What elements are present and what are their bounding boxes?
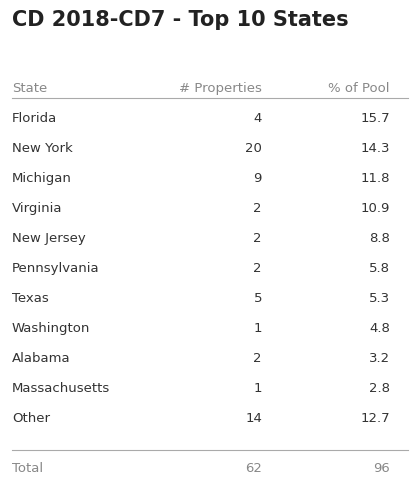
- Text: 20: 20: [245, 142, 262, 155]
- Text: 4: 4: [254, 112, 262, 125]
- Text: 1: 1: [254, 322, 262, 335]
- Text: State: State: [12, 82, 47, 95]
- Text: New Jersey: New Jersey: [12, 232, 86, 245]
- Text: 9: 9: [254, 172, 262, 185]
- Text: 14: 14: [245, 412, 262, 425]
- Text: 5: 5: [254, 292, 262, 305]
- Text: 10.9: 10.9: [361, 202, 390, 215]
- Text: 1: 1: [254, 382, 262, 395]
- Text: % of Pool: % of Pool: [328, 82, 390, 95]
- Text: 12.7: 12.7: [360, 412, 390, 425]
- Text: 96: 96: [373, 462, 390, 475]
- Text: Washington: Washington: [12, 322, 90, 335]
- Text: # Properties: # Properties: [179, 82, 262, 95]
- Text: Virginia: Virginia: [12, 202, 63, 215]
- Text: 2: 2: [254, 202, 262, 215]
- Text: 2: 2: [254, 232, 262, 245]
- Text: Pennsylvania: Pennsylvania: [12, 262, 100, 275]
- Text: 8.8: 8.8: [369, 232, 390, 245]
- Text: 4.8: 4.8: [369, 322, 390, 335]
- Text: 15.7: 15.7: [360, 112, 390, 125]
- Text: 2: 2: [254, 262, 262, 275]
- Text: Texas: Texas: [12, 292, 49, 305]
- Text: 5.8: 5.8: [369, 262, 390, 275]
- Text: Other: Other: [12, 412, 50, 425]
- Text: 2: 2: [254, 352, 262, 365]
- Text: Massachusetts: Massachusetts: [12, 382, 110, 395]
- Text: 14.3: 14.3: [360, 142, 390, 155]
- Text: CD 2018-CD7 - Top 10 States: CD 2018-CD7 - Top 10 States: [12, 10, 349, 30]
- Text: Total: Total: [12, 462, 43, 475]
- Text: 62: 62: [245, 462, 262, 475]
- Text: Alabama: Alabama: [12, 352, 71, 365]
- Text: 5.3: 5.3: [369, 292, 390, 305]
- Text: Michigan: Michigan: [12, 172, 72, 185]
- Text: 3.2: 3.2: [369, 352, 390, 365]
- Text: 2.8: 2.8: [369, 382, 390, 395]
- Text: New York: New York: [12, 142, 73, 155]
- Text: 11.8: 11.8: [360, 172, 390, 185]
- Text: Florida: Florida: [12, 112, 57, 125]
